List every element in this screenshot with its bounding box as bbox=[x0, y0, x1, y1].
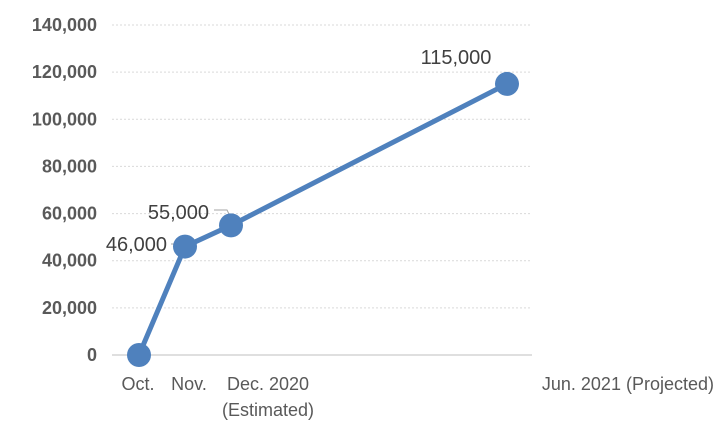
y-tick-label: 40,000 bbox=[42, 251, 97, 271]
y-tick-label: 60,000 bbox=[42, 204, 97, 224]
x-tick-label: (Estimated) bbox=[222, 400, 314, 420]
y-tick-label: 80,000 bbox=[42, 156, 97, 176]
data-label: 55,000 bbox=[148, 202, 209, 224]
y-tick-label: 0 bbox=[87, 345, 97, 365]
series-line bbox=[136, 81, 510, 358]
x-tick-label: Dec. 2020 bbox=[227, 374, 309, 394]
x-tick-label: Nov. bbox=[171, 374, 207, 394]
data-point bbox=[127, 343, 151, 367]
data-label: 115,000 bbox=[421, 47, 492, 69]
data-point bbox=[219, 213, 243, 238]
data-point bbox=[495, 71, 519, 96]
data-label: 46,000 bbox=[106, 234, 167, 256]
y-tick-label: 20,000 bbox=[42, 298, 97, 318]
data-point bbox=[173, 234, 197, 259]
x-tick-label: Oct. bbox=[121, 374, 154, 394]
y-tick-label: 120,000 bbox=[32, 62, 97, 82]
y-tick-label: 100,000 bbox=[32, 109, 97, 129]
y-tick-label: 140,000 bbox=[32, 15, 97, 35]
x-tick-label: Jun. 2021 (Projected) bbox=[542, 374, 714, 394]
